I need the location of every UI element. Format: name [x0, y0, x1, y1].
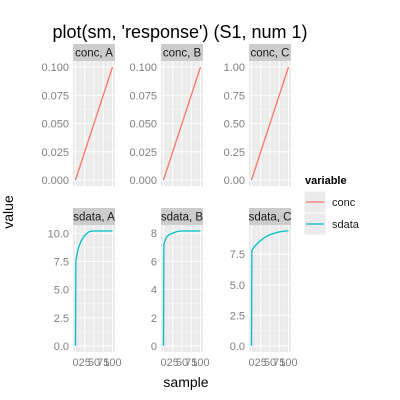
x-tick-label: 50 — [88, 357, 100, 369]
x-tick-label: 75 — [97, 357, 109, 369]
y-tick-label: 0.000 — [129, 175, 157, 187]
x-tick-label: 0 — [160, 357, 166, 369]
facet-strip-label: conc, A — [75, 48, 113, 60]
chart-title: plot(sm, 'response') (S1, num 1) — [53, 22, 308, 42]
x-tick-label: 100 — [279, 357, 297, 369]
y-tick-label: 0.00 — [224, 175, 245, 187]
y-tick-label: 0.0 — [230, 341, 245, 353]
y-tick-label: 0.025 — [129, 147, 157, 159]
y-tick-label: 2 — [151, 313, 157, 325]
legend-label: conc — [332, 197, 356, 209]
x-tick-label: 25 — [79, 357, 91, 369]
x-tick-label: 50 — [264, 357, 276, 369]
legend-label: sdata — [332, 219, 360, 231]
series-line-conc — [162, 66, 202, 181]
facet-strip-label: conc, B — [163, 48, 202, 60]
facet-panel: conc, C 0.00 0.25 0.50 0.75 1.00 — [224, 44, 291, 187]
series-line-conc — [250, 66, 290, 181]
x-tick-label: 75 — [273, 357, 285, 369]
y-tick-label: 2.5 — [54, 313, 69, 325]
y-tick-label: 0.050 — [129, 119, 157, 131]
x-tick-label: 0 — [72, 357, 78, 369]
legend-entry: sdata — [303, 212, 360, 236]
y-tick-label: 0.025 — [41, 147, 69, 159]
y-tick-label: 0.100 — [129, 62, 157, 74]
y-tick-label: 6 — [151, 256, 157, 268]
y-tick-label: 0.075 — [41, 90, 69, 102]
facet-strip-label: conc, C — [251, 48, 290, 60]
facet-strip-label: sdata, A — [73, 212, 115, 224]
y-tick-label: 0.75 — [224, 90, 245, 102]
x-axis-title: sample — [163, 374, 208, 390]
y-tick-label: 7.5 — [54, 256, 69, 268]
x-tick-label: 25 — [167, 357, 179, 369]
y-tick-label: 5.0 — [230, 280, 245, 292]
facet-strip — [161, 208, 203, 225]
facet-strip — [73, 208, 115, 225]
legend: variable conc sdata — [303, 175, 360, 236]
facet-strip — [161, 44, 203, 61]
x-tick-label: 0 — [248, 357, 254, 369]
y-axis-title: value — [0, 195, 16, 229]
y-tick-label: 0.50 — [224, 119, 245, 131]
facet-strip — [249, 208, 291, 225]
y-tick-label: 5.0 — [54, 285, 69, 297]
facet-strip-label: sdata, C — [249, 212, 292, 224]
facet-panel: conc, B 0.000 0.025 0.050 0.075 0.100 — [129, 44, 203, 187]
facet-panel: conc, A 0.000 0.025 0.050 0.075 0.100 — [41, 44, 115, 187]
y-tick-label: 7.5 — [230, 249, 245, 261]
y-tick-label: 8 — [151, 228, 157, 240]
legend-entry: conc — [303, 190, 356, 214]
facet-strip-label: sdata, B — [161, 212, 204, 224]
y-tick-label: 0.050 — [41, 119, 69, 131]
y-tick-label: 2.5 — [230, 310, 245, 322]
x-tick-label: 100 — [191, 357, 209, 369]
series-line-sdata — [250, 230, 289, 347]
series-line-sdata — [74, 230, 113, 347]
y-tick-label: 0.25 — [224, 147, 245, 159]
y-tick-label: 0 — [151, 341, 157, 353]
y-tick-label: 0.0 — [54, 341, 69, 353]
series-line-sdata — [162, 230, 201, 347]
series-line-conc — [74, 66, 114, 181]
y-tick-label: 0.000 — [41, 175, 69, 187]
facet-strip — [249, 44, 291, 61]
y-tick-label: 4 — [151, 285, 157, 297]
y-tick-label: 1.00 — [224, 62, 245, 74]
x-tick-label: 75 — [185, 357, 197, 369]
x-tick-label: 25 — [255, 357, 267, 369]
legend-title: variable — [305, 175, 347, 187]
x-tick-label: 100 — [103, 357, 121, 369]
y-tick-label: 10.0 — [48, 228, 69, 240]
x-tick-label: 50 — [176, 357, 188, 369]
y-tick-label: 0.100 — [41, 62, 69, 74]
facet-strip — [73, 44, 115, 61]
y-tick-label: 0.075 — [129, 90, 157, 102]
